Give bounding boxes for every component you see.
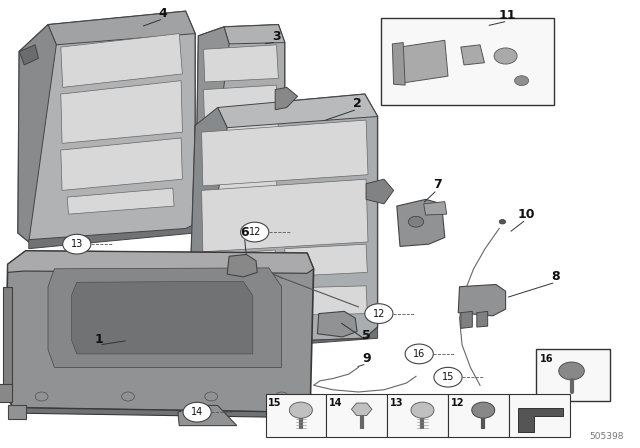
Bar bbox=[448, 394, 509, 437]
Polygon shape bbox=[204, 207, 278, 233]
Circle shape bbox=[472, 402, 495, 418]
Text: 6: 6 bbox=[240, 225, 249, 239]
Polygon shape bbox=[518, 408, 563, 432]
Polygon shape bbox=[202, 120, 368, 186]
Bar bbox=[536, 349, 610, 401]
Polygon shape bbox=[189, 94, 378, 345]
Polygon shape bbox=[61, 81, 182, 143]
Polygon shape bbox=[202, 286, 367, 317]
Text: 15: 15 bbox=[268, 398, 282, 408]
Bar bbox=[381, 18, 554, 105]
Bar bbox=[326, 394, 387, 437]
Circle shape bbox=[434, 367, 462, 387]
Text: 8: 8 bbox=[551, 270, 560, 284]
Polygon shape bbox=[189, 108, 227, 345]
Text: 14: 14 bbox=[191, 407, 204, 417]
Polygon shape bbox=[178, 405, 237, 426]
Text: 15: 15 bbox=[442, 372, 454, 382]
Text: 13: 13 bbox=[70, 239, 83, 249]
Text: 12: 12 bbox=[451, 398, 464, 408]
Polygon shape bbox=[19, 45, 38, 65]
Polygon shape bbox=[8, 251, 314, 273]
Text: 7: 7 bbox=[433, 178, 442, 191]
Circle shape bbox=[408, 216, 424, 227]
Polygon shape bbox=[202, 250, 276, 286]
Polygon shape bbox=[48, 268, 282, 367]
Circle shape bbox=[499, 220, 506, 224]
Circle shape bbox=[559, 362, 584, 380]
Circle shape bbox=[405, 344, 433, 364]
Circle shape bbox=[411, 402, 434, 418]
Polygon shape bbox=[202, 179, 368, 252]
Polygon shape bbox=[351, 403, 372, 415]
Polygon shape bbox=[285, 244, 367, 276]
Polygon shape bbox=[197, 327, 378, 352]
Polygon shape bbox=[461, 45, 484, 65]
Polygon shape bbox=[195, 27, 229, 267]
Polygon shape bbox=[317, 311, 357, 337]
Polygon shape bbox=[195, 25, 285, 267]
Polygon shape bbox=[204, 45, 278, 82]
Polygon shape bbox=[204, 181, 278, 207]
Circle shape bbox=[365, 304, 393, 323]
Polygon shape bbox=[8, 405, 26, 419]
Polygon shape bbox=[461, 311, 472, 328]
Polygon shape bbox=[18, 25, 56, 242]
Text: 12: 12 bbox=[248, 227, 261, 237]
Text: 13: 13 bbox=[390, 398, 403, 408]
Text: 505398: 505398 bbox=[589, 432, 624, 441]
Text: 1: 1 bbox=[95, 333, 104, 346]
Polygon shape bbox=[366, 179, 394, 204]
Circle shape bbox=[289, 402, 312, 418]
Polygon shape bbox=[397, 199, 445, 246]
Polygon shape bbox=[5, 251, 314, 412]
Polygon shape bbox=[400, 40, 448, 83]
Bar bbox=[387, 394, 448, 437]
Polygon shape bbox=[67, 188, 174, 214]
Polygon shape bbox=[224, 25, 285, 44]
Polygon shape bbox=[424, 202, 447, 215]
Polygon shape bbox=[61, 34, 182, 87]
Polygon shape bbox=[48, 11, 195, 45]
Circle shape bbox=[515, 76, 529, 86]
Polygon shape bbox=[61, 138, 182, 190]
Circle shape bbox=[122, 392, 134, 401]
Circle shape bbox=[35, 392, 48, 401]
Text: 9: 9 bbox=[362, 352, 371, 365]
Text: 2: 2 bbox=[353, 97, 362, 111]
Text: 11: 11 bbox=[499, 9, 516, 22]
Circle shape bbox=[205, 392, 218, 401]
Text: 12: 12 bbox=[372, 309, 385, 319]
Polygon shape bbox=[29, 224, 195, 249]
Bar bbox=[266, 394, 326, 437]
Text: 5: 5 bbox=[362, 328, 371, 342]
Polygon shape bbox=[0, 384, 12, 402]
Polygon shape bbox=[204, 135, 278, 177]
Circle shape bbox=[63, 234, 91, 254]
Polygon shape bbox=[218, 94, 378, 128]
Text: 10: 10 bbox=[517, 207, 535, 221]
Polygon shape bbox=[392, 43, 405, 85]
Text: 16: 16 bbox=[413, 349, 426, 359]
Polygon shape bbox=[18, 11, 195, 242]
Polygon shape bbox=[458, 284, 506, 316]
Text: 4: 4 bbox=[159, 7, 168, 20]
Polygon shape bbox=[3, 287, 12, 390]
Circle shape bbox=[183, 402, 211, 422]
Circle shape bbox=[275, 392, 288, 401]
Text: 3: 3 bbox=[272, 30, 281, 43]
Polygon shape bbox=[12, 401, 314, 418]
Polygon shape bbox=[72, 281, 253, 354]
Circle shape bbox=[241, 222, 269, 242]
Circle shape bbox=[494, 48, 517, 64]
Polygon shape bbox=[477, 311, 488, 327]
Text: 16: 16 bbox=[540, 354, 553, 364]
Polygon shape bbox=[204, 85, 278, 134]
Polygon shape bbox=[275, 87, 298, 110]
Text: 14: 14 bbox=[329, 398, 342, 408]
Polygon shape bbox=[227, 254, 257, 277]
Bar bbox=[509, 394, 570, 437]
